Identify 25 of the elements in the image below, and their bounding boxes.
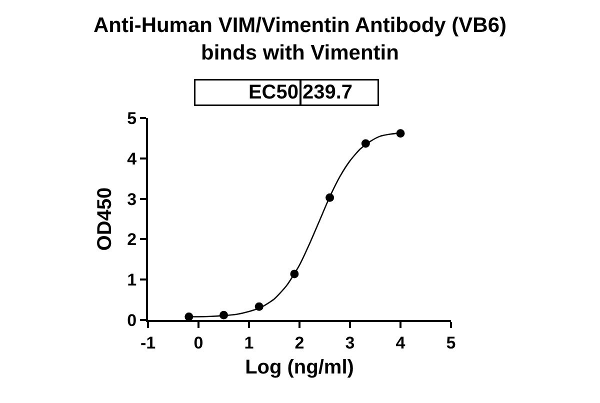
point xyxy=(220,310,228,320)
point xyxy=(254,302,264,311)
y-axis-title: OD450 xyxy=(94,187,116,251)
chart-title: Anti-Human VIM/Vimentin Antibody (VB6) binds with Vimentin xyxy=(94,14,506,64)
y-tick-label: 4 xyxy=(127,149,138,168)
x-tick-label: -1 xyxy=(140,333,156,352)
point xyxy=(290,270,299,278)
x-tick-label: 0 xyxy=(194,333,204,352)
x-tick-label: 5 xyxy=(446,333,456,352)
x-tick-label: 3 xyxy=(345,333,355,352)
y-tick-label: 1 xyxy=(127,270,137,290)
y-tick-label: 3 xyxy=(127,190,137,209)
x-axis-title: Log (ng/ml) xyxy=(245,356,354,378)
point xyxy=(326,193,334,202)
text: EC50 xyxy=(248,82,298,104)
point xyxy=(361,139,370,148)
y-tick-label: 0 xyxy=(127,310,137,330)
text: 239.7 xyxy=(302,82,353,104)
x-tick-label: 4 xyxy=(396,333,406,352)
x-tick-label: 2 xyxy=(294,333,304,352)
y-tick-label: 2 xyxy=(127,230,137,250)
point xyxy=(184,312,194,320)
y-tick-label: 5 xyxy=(127,108,137,128)
x-tick-label: 1 xyxy=(244,333,254,352)
point xyxy=(396,129,405,138)
